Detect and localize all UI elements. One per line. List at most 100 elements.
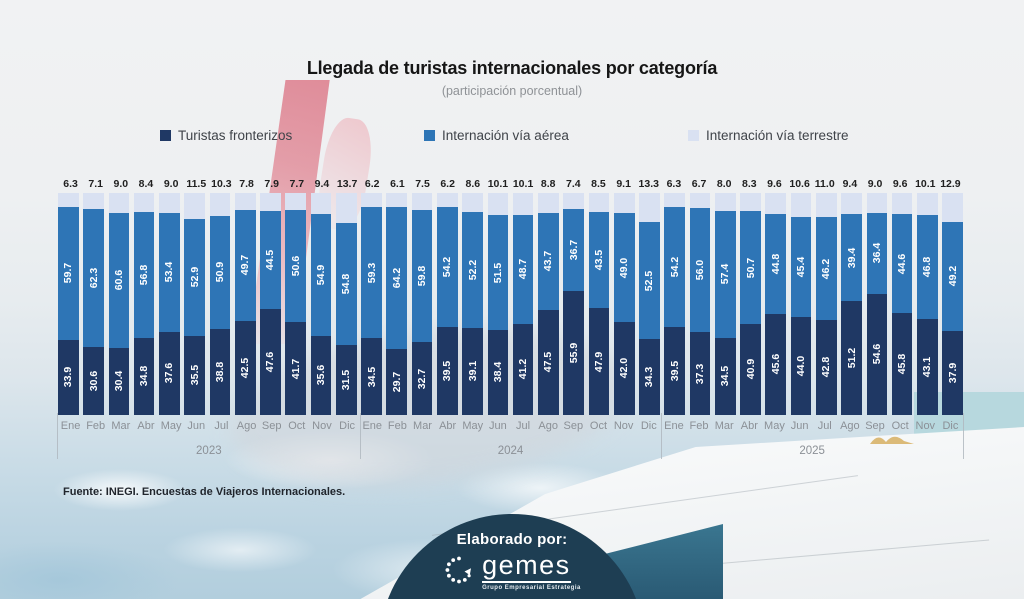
- bar-column: 46.8 43.1: [917, 193, 938, 415]
- value-label: 52.9: [188, 267, 201, 288]
- bar-column: 54.9 35.6: [310, 193, 332, 415]
- gold-ornament-icon: [870, 436, 914, 444]
- value-label: 60.6: [112, 270, 125, 291]
- segment-aerea: 59.8: [411, 209, 433, 343]
- year-separator: [963, 413, 964, 459]
- segment-fronterizos: 41.7: [285, 322, 307, 415]
- value-label: 42.8: [820, 357, 833, 378]
- value-label: 54.9: [314, 264, 327, 286]
- year-separator: [57, 413, 58, 459]
- segment-aerea: 46.8: [917, 215, 938, 320]
- value-label: 52.2: [466, 259, 479, 281]
- value-label: 34.5: [365, 366, 378, 387]
- value-label: 35.6: [314, 365, 327, 386]
- bar-column: 36.4 54.6: [866, 193, 888, 415]
- top-value-label: 12.9: [940, 178, 961, 190]
- top-label-cell: 7.9: [259, 178, 284, 191]
- top-label-cell: 7.8: [234, 178, 259, 191]
- top-value-label: 11.5: [186, 178, 207, 190]
- value-label: 59.3: [365, 262, 378, 283]
- value-label: 50.9: [213, 262, 226, 283]
- bar-column: 49.0 42.0: [613, 193, 635, 415]
- month-label: Feb: [689, 420, 709, 432]
- value-label: 38.4: [491, 362, 504, 383]
- value-label: 30.6: [87, 370, 100, 392]
- month-label: Abr: [137, 420, 155, 432]
- top-label-cell: 9.6: [762, 178, 787, 191]
- value-label: 49.0: [618, 257, 631, 278]
- segment-terrestre: [310, 193, 332, 214]
- segment-aerea: 48.7: [512, 215, 534, 324]
- top-value-label: 7.4: [566, 178, 581, 190]
- top-label-cell: 6.1: [385, 178, 410, 191]
- segment-fronterizos: 42.8: [815, 319, 837, 415]
- top-value-label: 9.4: [314, 178, 330, 190]
- value-label: 56.0: [693, 259, 706, 281]
- segment-fronterizos: 34.8: [133, 337, 155, 415]
- month-label: Ene: [362, 420, 383, 432]
- segment-terrestre: [765, 193, 787, 215]
- segment-fronterizos: 33.9: [58, 339, 79, 415]
- month-axis: Ene Feb Mar Abr May Jun Jul Ago Sep Oct Nov Dic Ene F…: [58, 419, 963, 434]
- bar-column: 52.5 34.3: [639, 193, 660, 415]
- bar-column: 60.6 30.4: [108, 193, 130, 415]
- bar-column: 50.7 40.9: [740, 193, 761, 415]
- segment-fronterizos: 54.6: [866, 293, 888, 415]
- segment-terrestre: [436, 193, 458, 207]
- segment-aerea: 52.5: [639, 222, 660, 339]
- bar-column: 43.7 47.5: [538, 193, 559, 415]
- segment-aerea: 54.8: [335, 223, 357, 346]
- segment-terrestre: [512, 193, 534, 216]
- legend-swatch-icon: [424, 130, 435, 141]
- top-value-label: 13.7: [336, 178, 358, 190]
- segment-fronterizos: 45.6: [765, 313, 787, 415]
- value-label: 59.8: [416, 265, 429, 287]
- value-label: 39.1: [466, 361, 479, 382]
- month-label: Feb: [86, 420, 106, 432]
- bar-column: 62.3 30.6: [83, 193, 104, 415]
- value-label: 53.4: [163, 262, 176, 283]
- top-value-label: 10.1: [487, 178, 509, 190]
- top-label-cell: 8.8: [536, 178, 561, 191]
- segment-fronterizos: 34.5: [714, 338, 736, 415]
- value-label: 35.5: [188, 365, 201, 386]
- bar-column: 36.7 55.9: [563, 193, 584, 415]
- top-value-label: 8.3: [742, 178, 757, 190]
- month-label: May: [462, 420, 484, 432]
- top-label-cell: 6.2: [435, 178, 460, 191]
- value-label: 42.5: [239, 357, 252, 379]
- value-label: 42.0: [618, 358, 631, 379]
- bar-column: 54.8 31.5: [335, 193, 357, 415]
- chart-subtitle: (participación porcentual): [441, 84, 583, 98]
- value-label: 51.5: [491, 262, 504, 283]
- top-value-label: 6.3: [666, 178, 682, 190]
- top-label-cell: 7.1: [83, 178, 108, 191]
- month-label: Ene: [664, 420, 684, 432]
- value-label: 64.2: [390, 267, 403, 288]
- top-label-cell: 12.9: [938, 178, 963, 191]
- legend-item-terrestre: Internación vía terrestre: [688, 128, 952, 143]
- gemes-logo: gemes Grupo Empresarial Estrategia: [379, 552, 645, 591]
- legend-label: Turistas fronterizos: [178, 128, 293, 143]
- bar-column: 56.8 34.8: [133, 193, 155, 415]
- segment-terrestre: [639, 193, 660, 223]
- value-label: 54.6: [870, 344, 883, 365]
- value-label: 41.2: [517, 359, 530, 380]
- segment-fronterizos: 44.0: [790, 317, 812, 415]
- segment-aerea: 50.7: [740, 211, 761, 324]
- segment-terrestre: [790, 193, 812, 217]
- value-label: 33.9: [62, 366, 75, 388]
- bar-column: 49.2 37.9: [942, 193, 963, 415]
- segment-fronterizos: 30.4: [108, 347, 130, 415]
- month-label: Ago: [538, 420, 558, 432]
- month-label: Mar: [413, 420, 432, 432]
- segment-terrestre: [184, 193, 205, 219]
- segment-terrestre: [689, 193, 711, 208]
- segment-fronterizos: 41.2: [512, 323, 534, 415]
- segment-fronterizos: 45.8: [891, 313, 913, 415]
- top-value-label: 10.3: [211, 178, 232, 190]
- value-label: 29.7: [390, 371, 403, 393]
- month-label: Feb: [387, 420, 407, 432]
- bar-column: 52.9 35.5: [184, 193, 205, 415]
- segment-terrestre: [58, 193, 79, 207]
